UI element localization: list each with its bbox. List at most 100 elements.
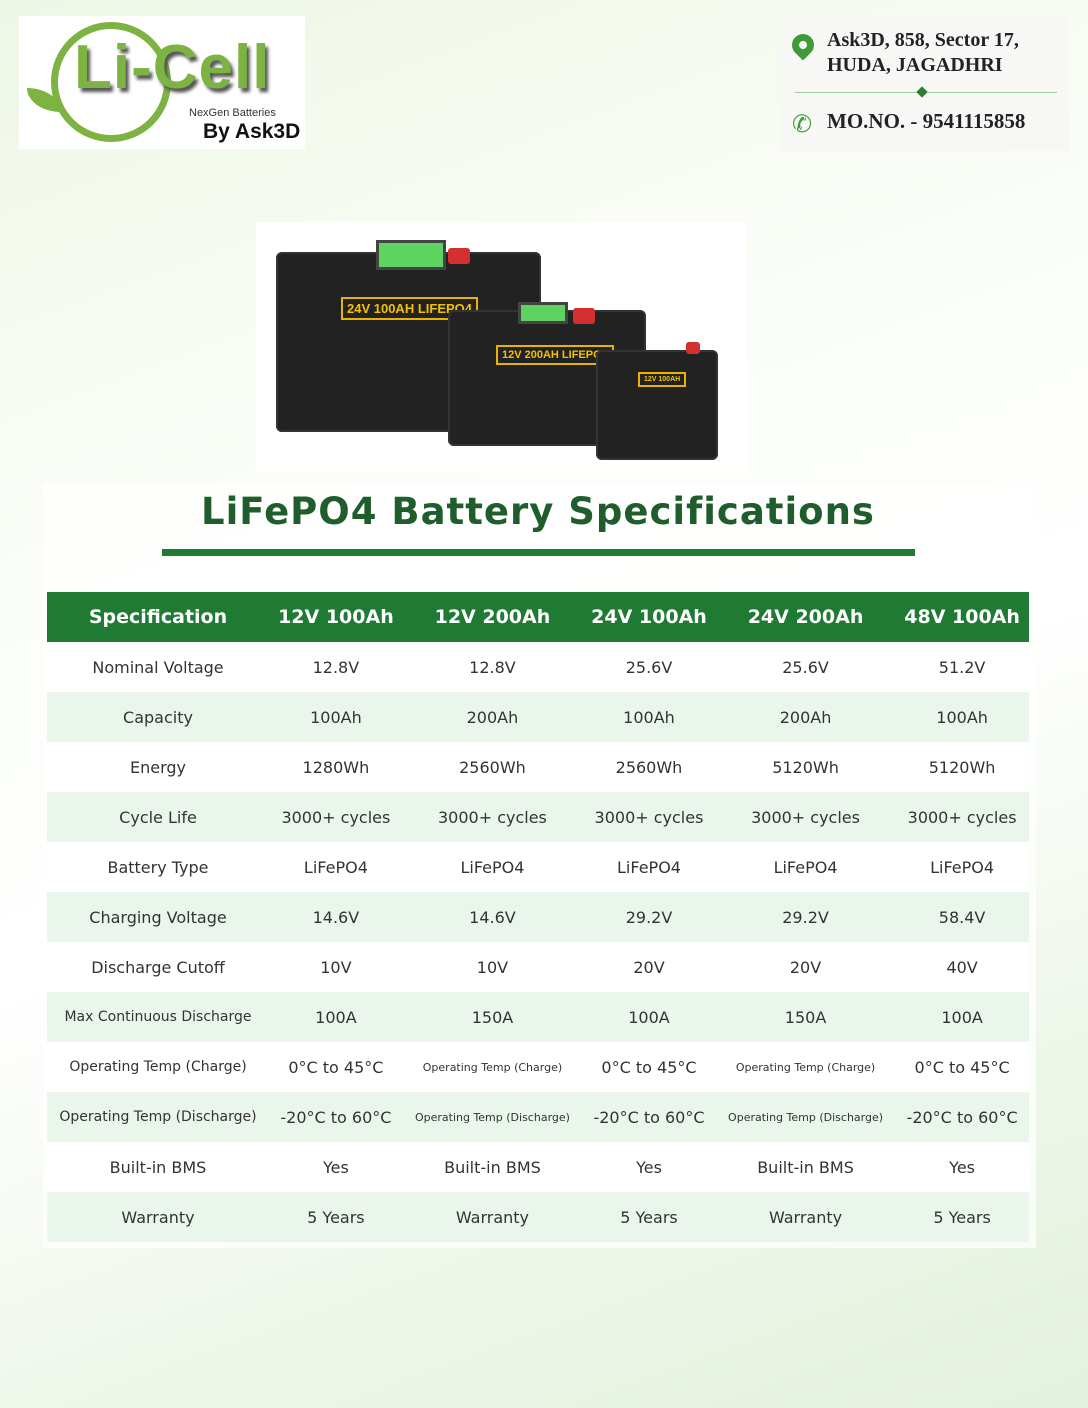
- battery-label: 12V 100AH: [638, 372, 687, 387]
- spec-name: Discharge Cutoff: [47, 942, 269, 992]
- spec-value: 5120Wh: [715, 742, 896, 792]
- li-cell-logo: Li-Cell NexGen Batteries By Ask3D: [19, 16, 305, 149]
- spec-name: Cycle Life: [47, 792, 269, 842]
- spec-value: 100Ah: [582, 692, 716, 742]
- table-row: Max Continuous Discharge 100A 150A 100A 150A…: [47, 992, 1029, 1042]
- spec-value: LiFePO4: [582, 842, 716, 892]
- spec-value: 100A: [582, 992, 716, 1042]
- phone-number: MO.NO. - 9541115858: [827, 109, 1026, 133]
- spec-value: Yes: [269, 1142, 403, 1192]
- location-pin-icon: [787, 29, 819, 61]
- battery-display: [376, 240, 446, 270]
- column-header: Specification: [47, 592, 269, 642]
- spec-value: -20°C to 60°C: [269, 1092, 403, 1142]
- phone-icon: ✆: [792, 110, 813, 138]
- spec-value: 200Ah: [715, 692, 896, 742]
- address: Ask3D, 858, Sector 17, HUDA, JAGADHRI: [827, 28, 1019, 78]
- spec-value: Yes: [582, 1142, 716, 1192]
- spec-value: 14.6V: [402, 892, 583, 942]
- spec-value: 0°C to 45°C: [582, 1042, 716, 1092]
- spec-value: 2560Wh: [582, 742, 716, 792]
- spec-value: Warranty: [402, 1192, 583, 1242]
- spec-value: 14.6V: [269, 892, 403, 942]
- column-header: 12V 200Ah: [402, 592, 583, 642]
- logo-brand: Li-Cell: [74, 33, 271, 102]
- column-header: 24V 100Ah: [582, 592, 716, 642]
- spec-value: 5120Wh: [895, 742, 1029, 792]
- spec-value: 200Ah: [402, 692, 583, 742]
- spec-value: 150A: [715, 992, 896, 1042]
- column-header: 24V 200Ah: [715, 592, 896, 642]
- battery-terminal: [448, 248, 470, 264]
- spec-value: Operating Temp (Discharge): [402, 1092, 583, 1142]
- spec-name: Capacity: [47, 692, 269, 742]
- table-header-row: Specification 12V 100Ah 12V 200Ah 24V 100Ah…: [47, 592, 1029, 642]
- spec-value: 0°C to 45°C: [269, 1042, 403, 1092]
- title-underline: [162, 549, 915, 556]
- spec-name: Battery Type: [47, 842, 269, 892]
- spec-value: 3000+ cycles: [402, 792, 583, 842]
- spec-value: Operating Temp (Discharge): [715, 1092, 896, 1142]
- spec-value: 10V: [402, 942, 583, 992]
- spec-value: 3000+ cycles: [269, 792, 403, 842]
- spec-value: 25.6V: [582, 642, 716, 692]
- spec-value: 100A: [269, 992, 403, 1042]
- table-row: Operating Temp (Charge) 0°C to 45°C Operat…: [47, 1042, 1029, 1092]
- spec-value: 100A: [895, 992, 1029, 1042]
- spec-value: 1280Wh: [269, 742, 403, 792]
- table-row: Built-in BMS Yes Built-in BMS Yes Built-in B…: [47, 1142, 1029, 1192]
- address-line-2: HUDA, JAGADHRI: [827, 54, 1003, 76]
- specs-table: Specification 12V 100Ah 12V 200Ah 24V 100Ah…: [47, 592, 1029, 1242]
- battery-terminal: [573, 308, 595, 324]
- spec-value: Warranty: [715, 1192, 896, 1242]
- spec-value: Yes: [895, 1142, 1029, 1192]
- spec-name: Nominal Voltage: [47, 642, 269, 692]
- spec-value: 10V: [269, 942, 403, 992]
- battery-label: 24V 100AH LIFEPO4: [341, 297, 478, 320]
- spec-value: Operating Temp (Charge): [715, 1042, 896, 1092]
- spec-value: 12.8V: [402, 642, 583, 692]
- spec-value: 40V: [895, 942, 1029, 992]
- spec-value: 25.6V: [715, 642, 896, 692]
- spec-value: 3000+ cycles: [582, 792, 716, 842]
- spec-value: 150A: [402, 992, 583, 1042]
- spec-name: Operating Temp (Charge): [47, 1042, 269, 1092]
- spec-value: 2560Wh: [402, 742, 583, 792]
- table-row: Warranty 5 Years Warranty 5 Years Warranty 5 …: [47, 1192, 1029, 1242]
- contact-box: Ask3D, 858, Sector 17, HUDA, JAGADHRI ✆ M…: [780, 18, 1069, 151]
- battery-terminal: [686, 342, 700, 354]
- spec-name: Max Continuous Discharge: [47, 992, 269, 1042]
- spec-name: Built-in BMS: [47, 1142, 269, 1192]
- table-row: Discharge Cutoff 10V 10V 20V 20V 40V: [47, 942, 1029, 992]
- spec-value: 3000+ cycles: [895, 792, 1029, 842]
- battery-12v-100ah: 12V 100AH: [596, 342, 718, 460]
- table-row: Battery Type LiFePO4 LiFePO4 LiFePO4 LiFePO4…: [47, 842, 1029, 892]
- spec-value: LiFePO4: [715, 842, 896, 892]
- spec-value: Built-in BMS: [402, 1142, 583, 1192]
- spec-value: 20V: [582, 942, 716, 992]
- spec-value: 5 Years: [582, 1192, 716, 1242]
- spec-value: 29.2V: [715, 892, 896, 942]
- spec-value: 0°C to 45°C: [895, 1042, 1029, 1092]
- divider-ornament: [916, 86, 928, 98]
- spec-value: 20V: [715, 942, 896, 992]
- table-row: Charging Voltage 14.6V 14.6V 29.2V 29.2V 58.4…: [47, 892, 1029, 942]
- spec-value: 3000+ cycles: [715, 792, 896, 842]
- table-row: Nominal Voltage 12.8V 12.8V 25.6V 25.6V 51.2V: [47, 642, 1029, 692]
- spec-value: -20°C to 60°C: [582, 1092, 716, 1142]
- column-header: 48V 100Ah: [895, 592, 1029, 642]
- table-row: Operating Temp (Discharge) -20°C to 60°C O…: [47, 1092, 1029, 1142]
- table-row: Cycle Life 3000+ cycles 3000+ cycles 3000+ …: [47, 792, 1029, 842]
- spec-value: Built-in BMS: [715, 1142, 896, 1192]
- battery-display: [518, 302, 568, 324]
- table-row: Capacity 100Ah 200Ah 100Ah 200Ah 100Ah: [47, 692, 1029, 742]
- column-header: 12V 100Ah: [269, 592, 403, 642]
- spec-value: 5 Years: [269, 1192, 403, 1242]
- spec-value: -20°C to 60°C: [895, 1092, 1029, 1142]
- spec-name: Warranty: [47, 1192, 269, 1242]
- spec-value: LiFePO4: [269, 842, 403, 892]
- spec-name: Energy: [47, 742, 269, 792]
- battery-24v-100ah: 24V 100AH LIFEPO4: [276, 240, 541, 432]
- spec-value: LiFePO4: [895, 842, 1029, 892]
- spec-value: Operating Temp (Charge): [402, 1042, 583, 1092]
